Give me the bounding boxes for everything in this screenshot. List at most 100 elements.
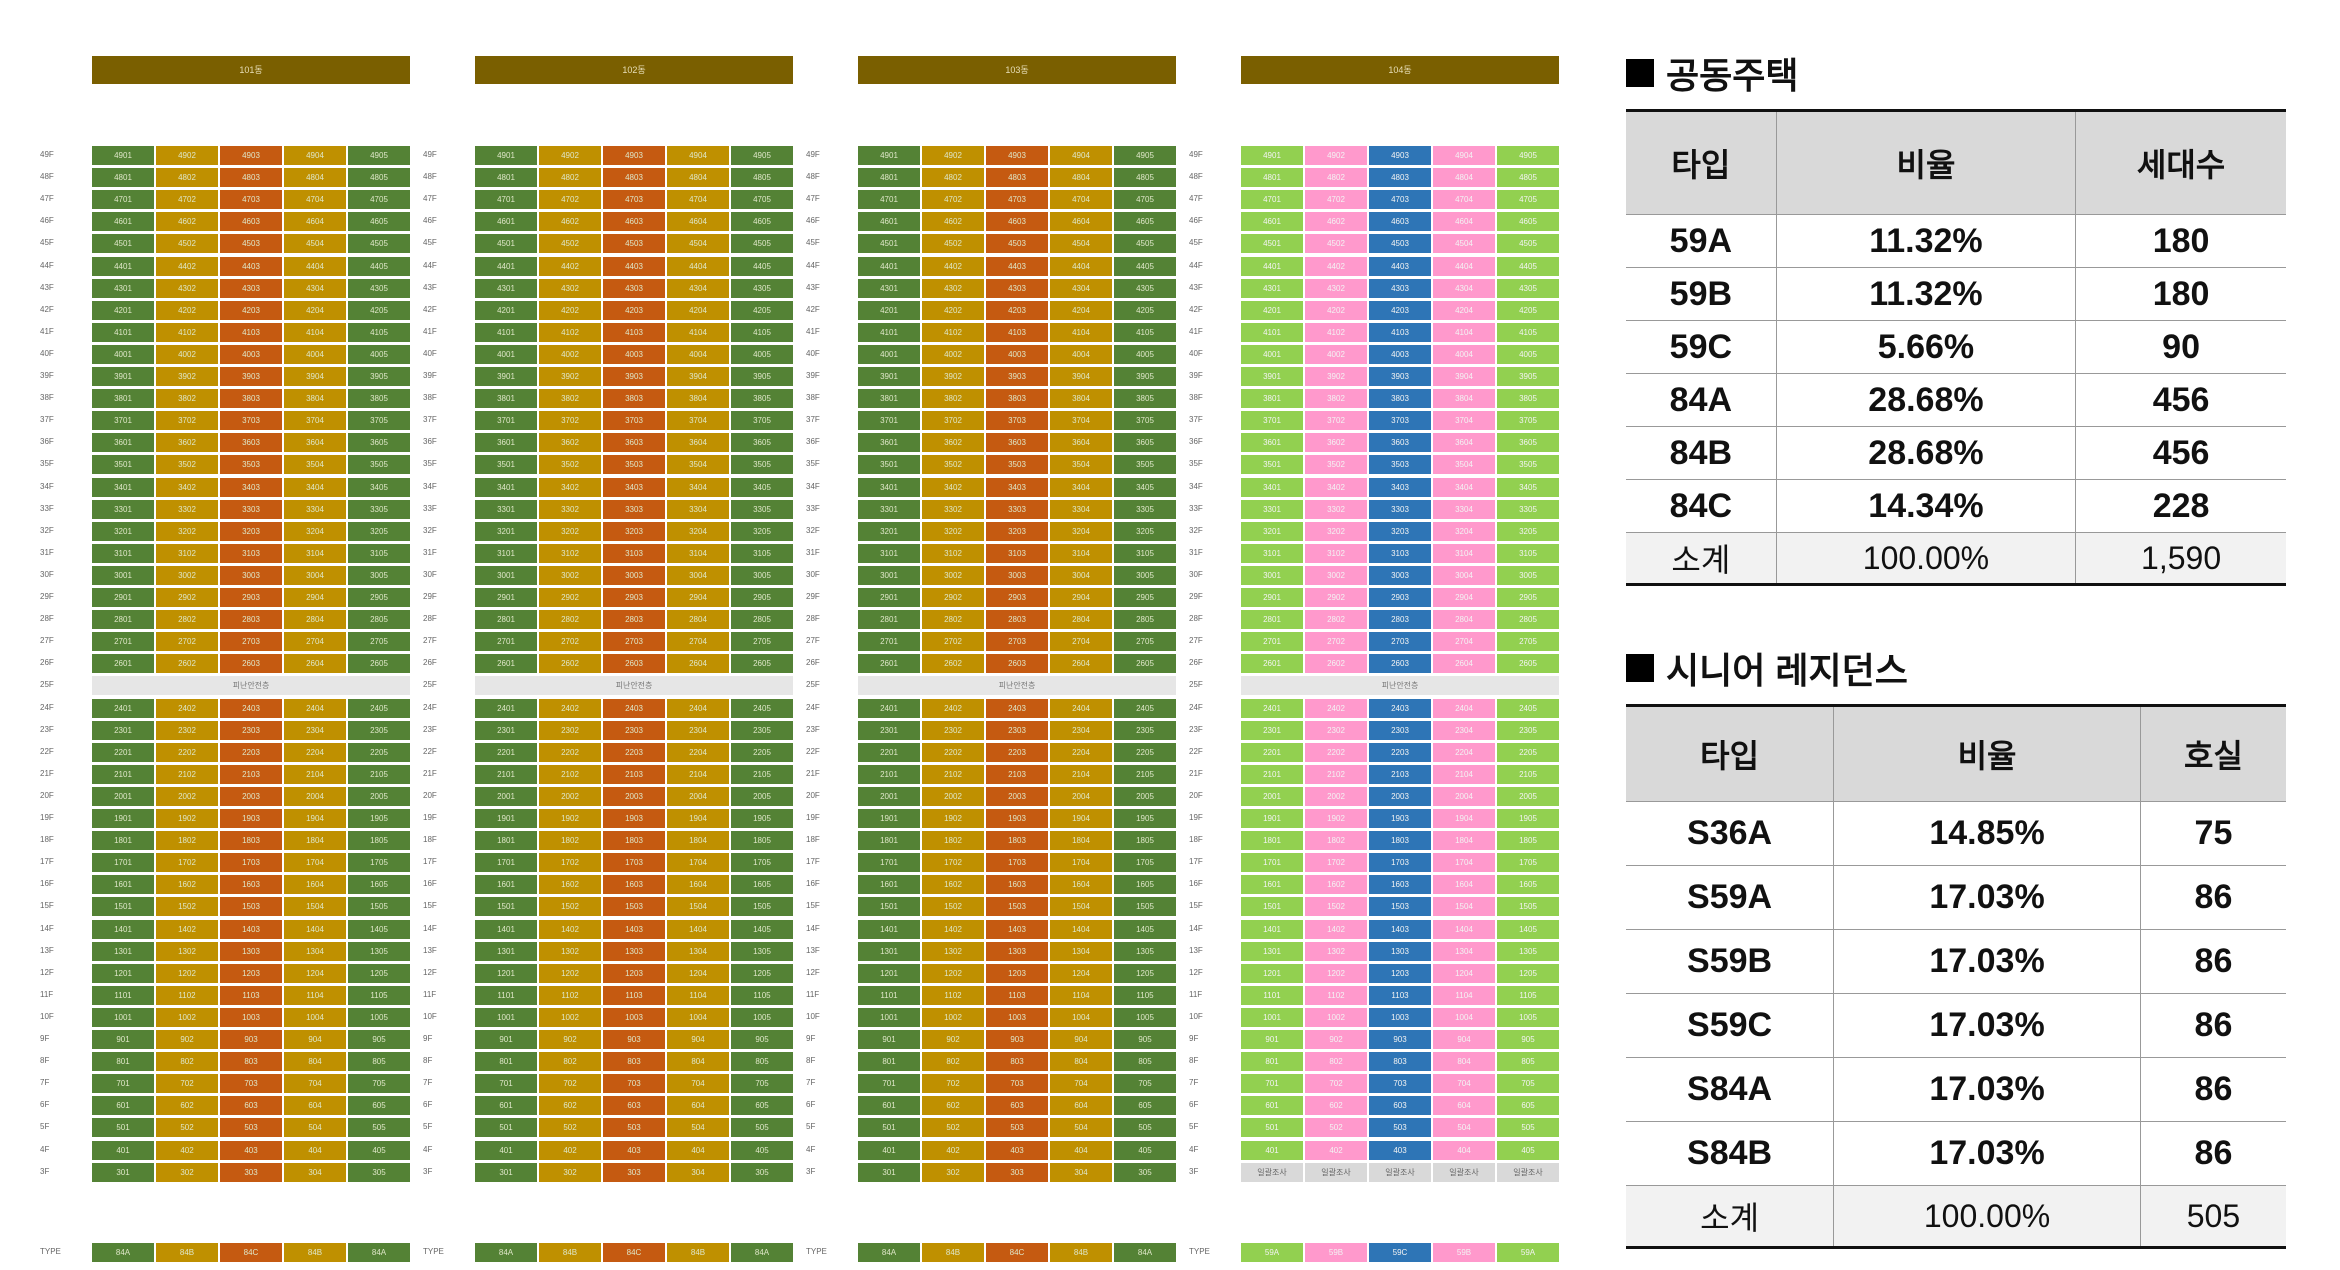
- floor-label: 24F: [40, 702, 54, 712]
- floor-label: 21F: [1189, 768, 1203, 778]
- unit-cell: 1005: [1497, 1007, 1559, 1027]
- type-cell: 84B: [284, 1243, 346, 1262]
- unit-cell: 1603: [986, 875, 1048, 895]
- unit-cell: 4404: [667, 256, 729, 276]
- floor-label: 34F: [40, 481, 54, 491]
- unit-cell: 4301: [475, 278, 537, 298]
- unit-cell: 3304: [1433, 499, 1495, 519]
- unit-cell: 3404: [284, 477, 346, 497]
- unit-cell: 3501: [858, 455, 920, 475]
- unit-cell: 3602: [539, 433, 601, 453]
- unit-cell: 2103: [603, 764, 665, 784]
- unit-cell: 304: [284, 1162, 346, 1182]
- unit-cell: 1204: [1433, 963, 1495, 983]
- unit-cell: 1502: [539, 897, 601, 917]
- unit-cell: 4803: [220, 168, 282, 188]
- unit-cell: 3601: [92, 433, 154, 453]
- unit-cell: 1002: [1305, 1007, 1367, 1027]
- subtotal-row: 소계 100.00% 505: [1626, 1185, 2286, 1249]
- unit-cell: 1204: [667, 963, 729, 983]
- ratio-cell: 17.03%: [1833, 865, 2141, 930]
- building-header: 103동: [858, 56, 1176, 84]
- unit-cell: 3802: [539, 389, 601, 409]
- unit-cell: 803: [603, 1052, 665, 1072]
- unit-cell: 401: [475, 1140, 537, 1160]
- unit-cell: 4903: [986, 146, 1048, 165]
- unit-cell: 2601: [475, 654, 537, 674]
- unit-cell: 1905: [731, 809, 793, 828]
- unit-cell: 4804: [284, 168, 346, 188]
- unit-cell: 4704: [1050, 190, 1112, 210]
- unit-cell: 1602: [156, 875, 218, 895]
- unit-cell: 3902: [922, 367, 984, 386]
- floor-label: 36F: [806, 437, 820, 447]
- unit-cell: 4701: [1241, 190, 1303, 210]
- unit-cell: 2802: [922, 610, 984, 630]
- unit-cell: 2404: [1433, 698, 1495, 718]
- floor-label: 32F: [806, 525, 820, 535]
- unit-cell: 901: [475, 1030, 537, 1049]
- unit-cell: 4804: [667, 168, 729, 188]
- unit-cell: 1003: [220, 1007, 282, 1027]
- unit-cell: 1205: [1497, 963, 1559, 983]
- table-row: S36A 14.85% 75: [1626, 801, 2286, 866]
- unit-cell: 1103: [603, 985, 665, 1005]
- unit-cell: 4805: [348, 168, 410, 188]
- unit-cell: 4904: [1050, 146, 1112, 165]
- unit-cell: 4502: [156, 234, 218, 254]
- unit-cell: 3201: [858, 521, 920, 541]
- unit-cell: 1304: [1050, 941, 1112, 961]
- unit-cell: 4505: [348, 234, 410, 254]
- unit-cell: 1104: [667, 985, 729, 1005]
- unit-cell: 1205: [731, 963, 793, 983]
- unit-cell: 302: [922, 1162, 984, 1182]
- unit-cell: 301: [475, 1162, 537, 1182]
- unit-cell: 4601: [1241, 212, 1303, 232]
- unit-cell: 501: [1241, 1118, 1303, 1138]
- unit-cell: 2602: [1305, 654, 1367, 674]
- unit-cell: 1804: [1433, 831, 1495, 851]
- unit-cell: 2203: [1369, 742, 1431, 762]
- unit-cell: 2405: [348, 698, 410, 718]
- unit-cell: 4504: [667, 234, 729, 254]
- unit-cell: 3601: [475, 433, 537, 453]
- unit-cell: 3503: [1369, 455, 1431, 475]
- type-cell: 59B: [1305, 1243, 1367, 1262]
- floor-label: 27F: [806, 636, 820, 646]
- unit-cell: 2904: [667, 588, 729, 607]
- unit-cell: 4904: [667, 146, 729, 165]
- unit-cell: 1102: [922, 985, 984, 1005]
- unit-cell: 3104: [667, 543, 729, 563]
- unit-cell: 1801: [858, 831, 920, 851]
- unit-cell: 4704: [1433, 190, 1495, 210]
- unit-cell: 1502: [1305, 897, 1367, 917]
- square-bullet-icon: [1626, 654, 1654, 682]
- floor-label: 44F: [40, 260, 54, 270]
- unit-cell: 1804: [1050, 831, 1112, 851]
- floor-label: 14F: [806, 923, 820, 933]
- ratio-cell: 14.34%: [1775, 479, 2077, 533]
- unit-cell: 2704: [284, 632, 346, 652]
- unit-cell: 4702: [539, 190, 601, 210]
- unit-cell: 2103: [220, 764, 282, 784]
- table-row: 84C 14.34% 228: [1626, 479, 2286, 533]
- floor-label: 42F: [40, 304, 54, 314]
- unit-cell: 1401: [475, 919, 537, 939]
- unit-cell: 3104: [1050, 543, 1112, 563]
- unit-cell: 3302: [1305, 499, 1367, 519]
- unit-cell: 905: [348, 1030, 410, 1049]
- unit-cell: 2701: [858, 632, 920, 652]
- unit-cell: 2603: [220, 654, 282, 674]
- unit-cell: 2101: [1241, 764, 1303, 784]
- unit-cell: 2304: [667, 720, 729, 740]
- unit-cell: 4805: [1497, 168, 1559, 188]
- count-cell: 456: [2075, 426, 2286, 480]
- floor-label: 29F: [40, 592, 54, 601]
- unit-cell: 2904: [284, 588, 346, 607]
- unit-cell: 2901: [858, 588, 920, 607]
- count-cell: 180: [2075, 214, 2286, 268]
- floor-label: 40F: [423, 348, 437, 358]
- unit-cell: 4401: [1241, 256, 1303, 276]
- unit-cell: 4202: [156, 300, 218, 320]
- type-cell: S84B: [1626, 1121, 1835, 1186]
